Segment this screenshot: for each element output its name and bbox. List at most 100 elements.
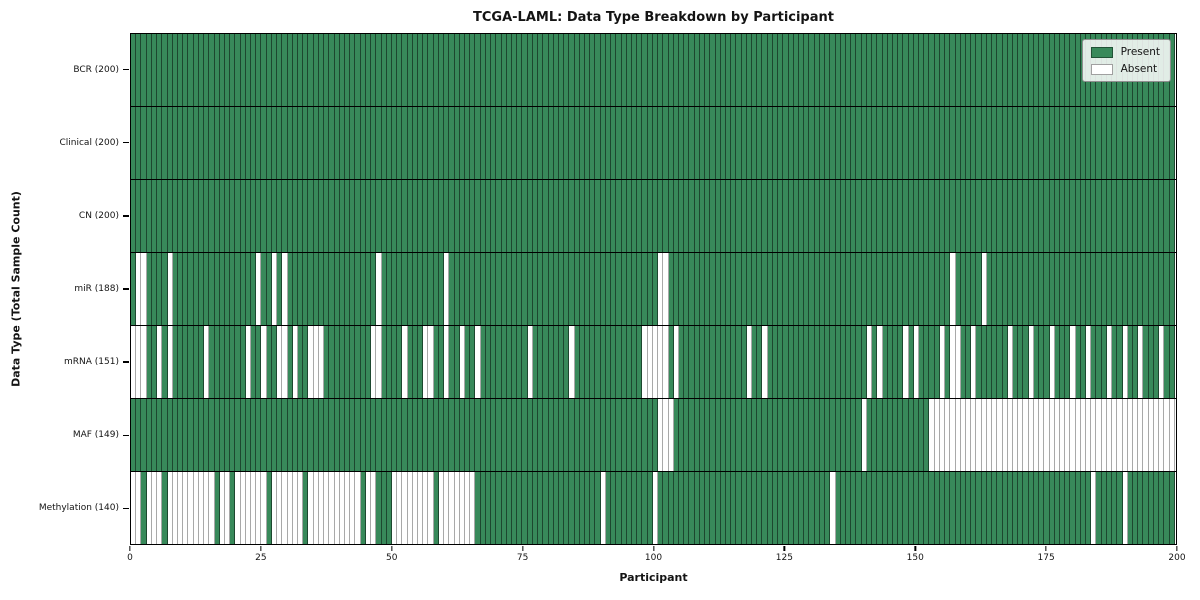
legend-present-swatch (1090, 46, 1113, 58)
cell (882, 399, 888, 471)
cell (986, 399, 993, 471)
cell (386, 253, 392, 325)
cell (819, 34, 826, 106)
cell (449, 326, 455, 398)
cell (830, 399, 836, 471)
y-tick-line (123, 507, 129, 510)
cell (966, 253, 972, 325)
cell (167, 399, 173, 471)
cell (1049, 399, 1055, 471)
cell (459, 399, 465, 471)
cell (553, 180, 559, 252)
cell (1133, 399, 1139, 471)
cell (177, 399, 184, 471)
cell (767, 180, 773, 252)
cell (172, 326, 178, 398)
cell (856, 472, 862, 544)
cell (1117, 399, 1123, 471)
cell (1044, 180, 1050, 252)
cell (1075, 180, 1081, 252)
x-axis-label: Participant (619, 571, 688, 584)
chart-title: TCGA-LAML: Data Type Breakdown by Partic… (473, 10, 834, 25)
cell (616, 107, 622, 179)
cell (966, 399, 972, 471)
cell (642, 326, 648, 398)
cell (939, 326, 946, 398)
cell (997, 326, 1003, 398)
cell (903, 34, 909, 106)
cell (903, 107, 909, 179)
cell (945, 472, 951, 544)
cell (772, 107, 779, 179)
cell (1023, 34, 1029, 106)
cell (950, 107, 956, 179)
y-tick-line (123, 215, 129, 217)
cell (992, 253, 998, 325)
cell (950, 472, 956, 544)
cell (851, 399, 857, 471)
cell (694, 472, 700, 544)
cell (183, 253, 189, 325)
cell (845, 180, 852, 252)
cell (887, 399, 893, 471)
cell (397, 34, 403, 106)
cell (757, 326, 763, 398)
cell (955, 326, 961, 398)
cell (423, 107, 429, 179)
cell (193, 34, 199, 106)
cell (360, 399, 366, 471)
cell (543, 399, 549, 471)
cell (214, 34, 220, 106)
cell (371, 34, 377, 106)
cell (1091, 399, 1097, 471)
cell (1164, 107, 1170, 179)
cell (386, 34, 392, 106)
cell (146, 34, 152, 106)
cell (1065, 34, 1071, 106)
cell (845, 399, 852, 471)
cell (621, 34, 627, 106)
cell (376, 34, 382, 106)
cell (861, 399, 867, 471)
cell (1148, 326, 1154, 398)
cell (830, 472, 836, 544)
cell (470, 472, 476, 544)
cell (793, 34, 799, 106)
cell (736, 180, 742, 252)
cell (470, 399, 476, 471)
x-tick-label: 125 (775, 553, 793, 563)
y-tick-mark (123, 179, 129, 252)
cell (637, 326, 643, 398)
cell (699, 472, 706, 544)
cell (256, 326, 262, 398)
cell (245, 253, 252, 325)
cell (1169, 34, 1175, 106)
cell (282, 253, 288, 325)
cell (271, 326, 278, 398)
cell (908, 107, 914, 179)
cell (632, 180, 638, 252)
cell (882, 472, 888, 544)
cell (418, 180, 424, 252)
cell (198, 253, 205, 325)
cell (245, 180, 252, 252)
cell (1101, 326, 1107, 398)
cell (731, 34, 737, 106)
cell (616, 34, 622, 106)
cell (752, 34, 758, 106)
cell (757, 107, 763, 179)
cell (271, 107, 278, 179)
cell (532, 253, 539, 325)
cell (480, 180, 486, 252)
cell (1044, 399, 1050, 471)
cell (887, 326, 893, 398)
cell (720, 107, 726, 179)
cell (151, 253, 158, 325)
cell (485, 34, 492, 106)
cell (652, 326, 659, 398)
cell (1012, 34, 1019, 106)
cell (830, 107, 836, 179)
legend-absent-swatch (1090, 63, 1113, 75)
cell (329, 180, 335, 252)
cell (955, 34, 961, 106)
